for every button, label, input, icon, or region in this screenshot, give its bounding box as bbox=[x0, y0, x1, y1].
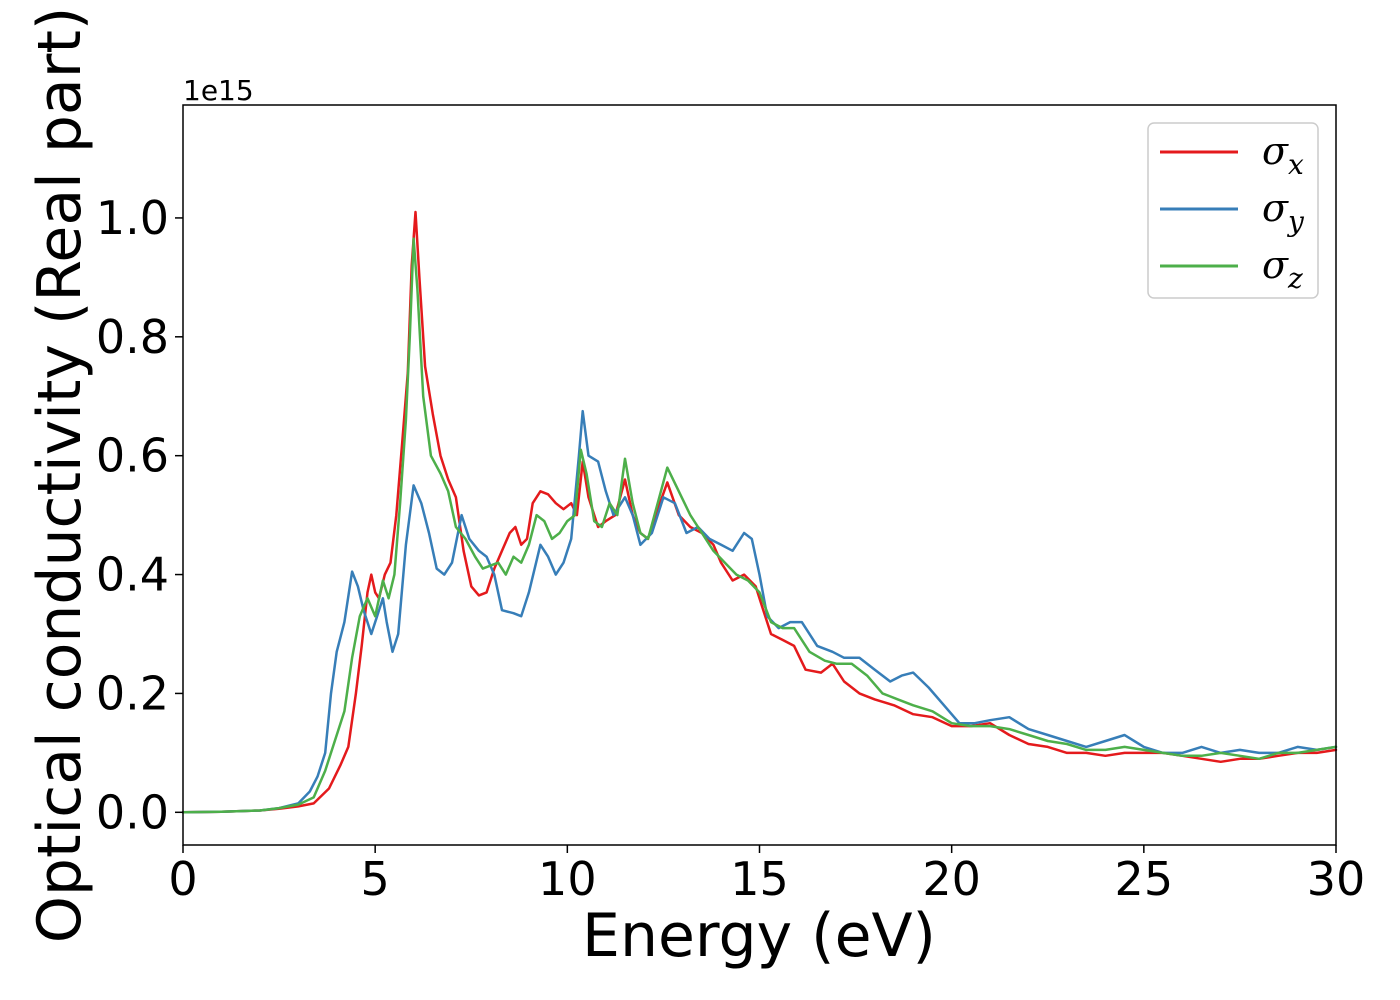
series-line-x bbox=[181, 210, 1338, 814]
x-tick-label: 5 bbox=[361, 852, 390, 906]
legend-symbol: σ bbox=[1262, 243, 1289, 287]
legend-symbol: σ bbox=[1262, 186, 1289, 230]
series-layer bbox=[181, 210, 1338, 814]
x-tick-label: 30 bbox=[1307, 852, 1366, 906]
y-tick-label: 1.0 bbox=[96, 191, 169, 245]
y-axis-label: Optical conductivity (Real part) bbox=[25, 7, 95, 944]
y-tick-label: 0.0 bbox=[96, 785, 169, 839]
legend-subscript: x bbox=[1288, 148, 1304, 181]
y-offset-label: 1e15 bbox=[183, 74, 254, 107]
y-tick-label: 0.4 bbox=[96, 548, 169, 602]
legend-label-x: σx bbox=[1262, 129, 1304, 181]
x-axis: 0 5 10 15 20 25 30 bbox=[168, 845, 1365, 906]
legend-label-z: σz bbox=[1262, 243, 1303, 295]
legend-subscript: y bbox=[1286, 205, 1305, 238]
x-tick-label: 25 bbox=[1115, 852, 1174, 906]
x-axis-label: Energy (eV) bbox=[582, 901, 936, 971]
x-tick-label: 20 bbox=[922, 852, 981, 906]
legend-subscript: z bbox=[1287, 262, 1303, 295]
x-tick-label: 10 bbox=[538, 852, 597, 906]
y-tick-label: 0.8 bbox=[96, 310, 169, 364]
series-line-y bbox=[181, 409, 1338, 814]
legend-label-y: σy bbox=[1262, 186, 1305, 238]
y-axis: 0.0 0.2 0.4 0.6 0.8 1.0 bbox=[96, 191, 183, 839]
x-tick-label: 0 bbox=[168, 852, 197, 906]
legend-symbol: σ bbox=[1262, 129, 1289, 173]
series-line-z bbox=[181, 237, 1338, 814]
plot-background bbox=[183, 105, 1336, 845]
x-tick-label: 15 bbox=[730, 852, 789, 906]
y-tick-label: 0.6 bbox=[96, 429, 169, 483]
y-tick-label: 0.2 bbox=[96, 666, 169, 720]
